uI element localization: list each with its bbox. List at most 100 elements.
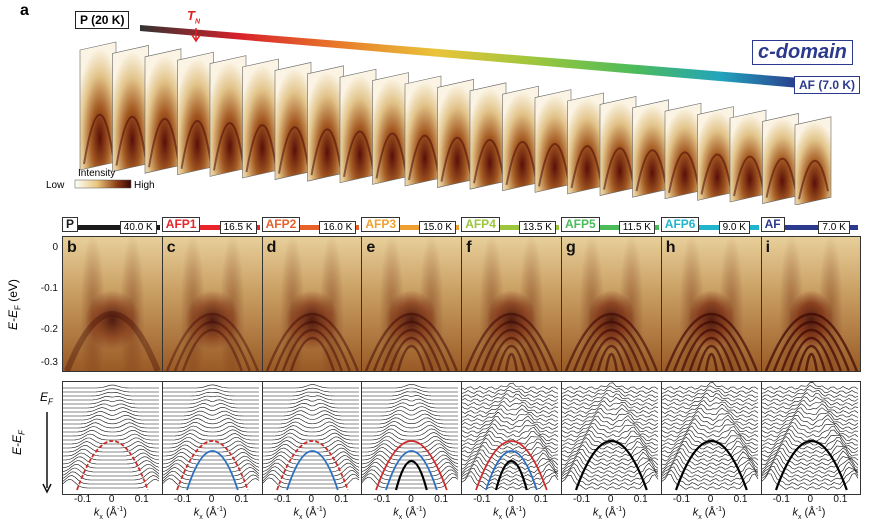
y-tick-label: -0.2: [40, 324, 58, 335]
edc-line: [262, 395, 359, 401]
edc-line: [262, 432, 359, 441]
edc-line: [462, 408, 559, 418]
ef-label: EF: [40, 390, 53, 406]
edc-line: [761, 403, 858, 414]
x-axis-unit-sup: -1: [615, 506, 623, 513]
band-overlay: [664, 312, 758, 371]
edc-line: [561, 429, 659, 442]
edc-line: [462, 430, 559, 442]
edc-line: [661, 448, 758, 462]
domain-label: c-domain: [752, 40, 853, 65]
edc-line: [262, 425, 359, 433]
x-axis-title-sub: x: [99, 513, 103, 521]
edc-line: [362, 454, 459, 465]
edc-line: [262, 451, 359, 461]
edc-line: [661, 396, 758, 406]
edc-stack-panel: [161, 381, 263, 495]
edc-line: [63, 395, 159, 401]
edc-line: [761, 458, 858, 474]
x-tick-label: 0: [807, 494, 814, 505]
phase-tag: P: [62, 217, 79, 232]
phase-color-bar: [461, 225, 559, 230]
edc-line: [661, 469, 759, 486]
edc-line: [162, 440, 259, 449]
panel-a-svg: [74, 25, 832, 205]
edc-line: [462, 456, 559, 470]
band-highlight: [185, 450, 239, 491]
x-axis-title-main: k: [293, 506, 300, 519]
edc-curves: [262, 384, 359, 491]
edc-line: [462, 411, 559, 422]
edc-line: [162, 421, 259, 429]
edc-line: [661, 400, 758, 410]
edc-line: [162, 391, 259, 397]
edc-line: [262, 447, 359, 457]
phase-tag: AFP6: [660, 217, 700, 232]
edc-line: [63, 426, 159, 433]
edc-line: [561, 470, 659, 486]
edc-line: [462, 397, 559, 406]
band-curve: [596, 345, 627, 371]
band-curve: [481, 328, 543, 371]
intensity-low: Low: [46, 180, 65, 191]
x-axis-title-sub: x: [598, 513, 602, 521]
x-axis-title-main: k: [193, 506, 200, 519]
band-curve: [572, 321, 650, 371]
edc-line: [63, 445, 160, 453]
edc-line: [761, 407, 858, 418]
edc-line: [661, 436, 758, 450]
edc-line: [561, 433, 658, 446]
edc-line: [661, 443, 758, 458]
edc-line: [262, 417, 359, 425]
phase-temperature: 16.5 K: [219, 221, 257, 234]
edc-stack-panel: [760, 381, 862, 495]
edc-line: [661, 392, 758, 402]
x-axis-title-sub: x: [798, 513, 802, 521]
edc-line: [761, 385, 858, 394]
edc-line: [63, 441, 159, 449]
band-curve: [688, 337, 734, 371]
slice-band: [733, 155, 764, 197]
x-tick-label: 0.1: [134, 494, 149, 505]
slice-band: [603, 147, 634, 190]
band-curve: [273, 321, 351, 371]
edc-line: [561, 422, 659, 434]
edc-line: [62, 448, 160, 457]
y-axis-title-top-main: E-E: [6, 309, 20, 330]
edc-curves: [62, 384, 160, 491]
panel-letter: h: [665, 239, 676, 256]
edc-line: [462, 390, 559, 398]
edc-line: [661, 429, 758, 442]
panel-letter: f: [466, 239, 472, 256]
phase-tag: AFP5: [561, 217, 600, 232]
phase-temperature: 40.0 K: [119, 221, 157, 234]
edc-line: [462, 434, 559, 446]
edc-line: [561, 441, 659, 454]
edc-line: [761, 428, 858, 442]
slice-stack: [79, 41, 832, 205]
edc-line: [63, 433, 159, 441]
panel-letter: g: [566, 239, 576, 256]
x-tick-label: -0.1: [74, 494, 92, 505]
band-highlight: [375, 440, 449, 491]
band-curve: [764, 312, 858, 371]
edc-line: [561, 462, 659, 478]
x-axis-title-main: k: [393, 506, 399, 519]
phase-color-bar: [760, 225, 859, 230]
x-tick-label: 0.1: [633, 494, 648, 505]
panel-a-letter: a: [20, 2, 29, 19]
edc-line: [761, 382, 858, 390]
edc-line: [162, 451, 259, 461]
edc-stack-panel: [361, 381, 463, 495]
edc-line: [761, 417, 858, 430]
edc-line: [262, 462, 359, 473]
x-axis-unit-sup: -1: [516, 506, 523, 513]
x-axis-unit-sup: -1: [815, 506, 822, 513]
band-curve: [796, 345, 826, 371]
band-highlight: [674, 440, 748, 491]
phase-temperature: 15.0 K: [419, 221, 457, 234]
slice-band: [213, 122, 244, 171]
x-axis-unit-sup: -1: [316, 506, 323, 513]
slice-band: [408, 134, 439, 181]
x-axis-title-main: k: [592, 506, 599, 519]
